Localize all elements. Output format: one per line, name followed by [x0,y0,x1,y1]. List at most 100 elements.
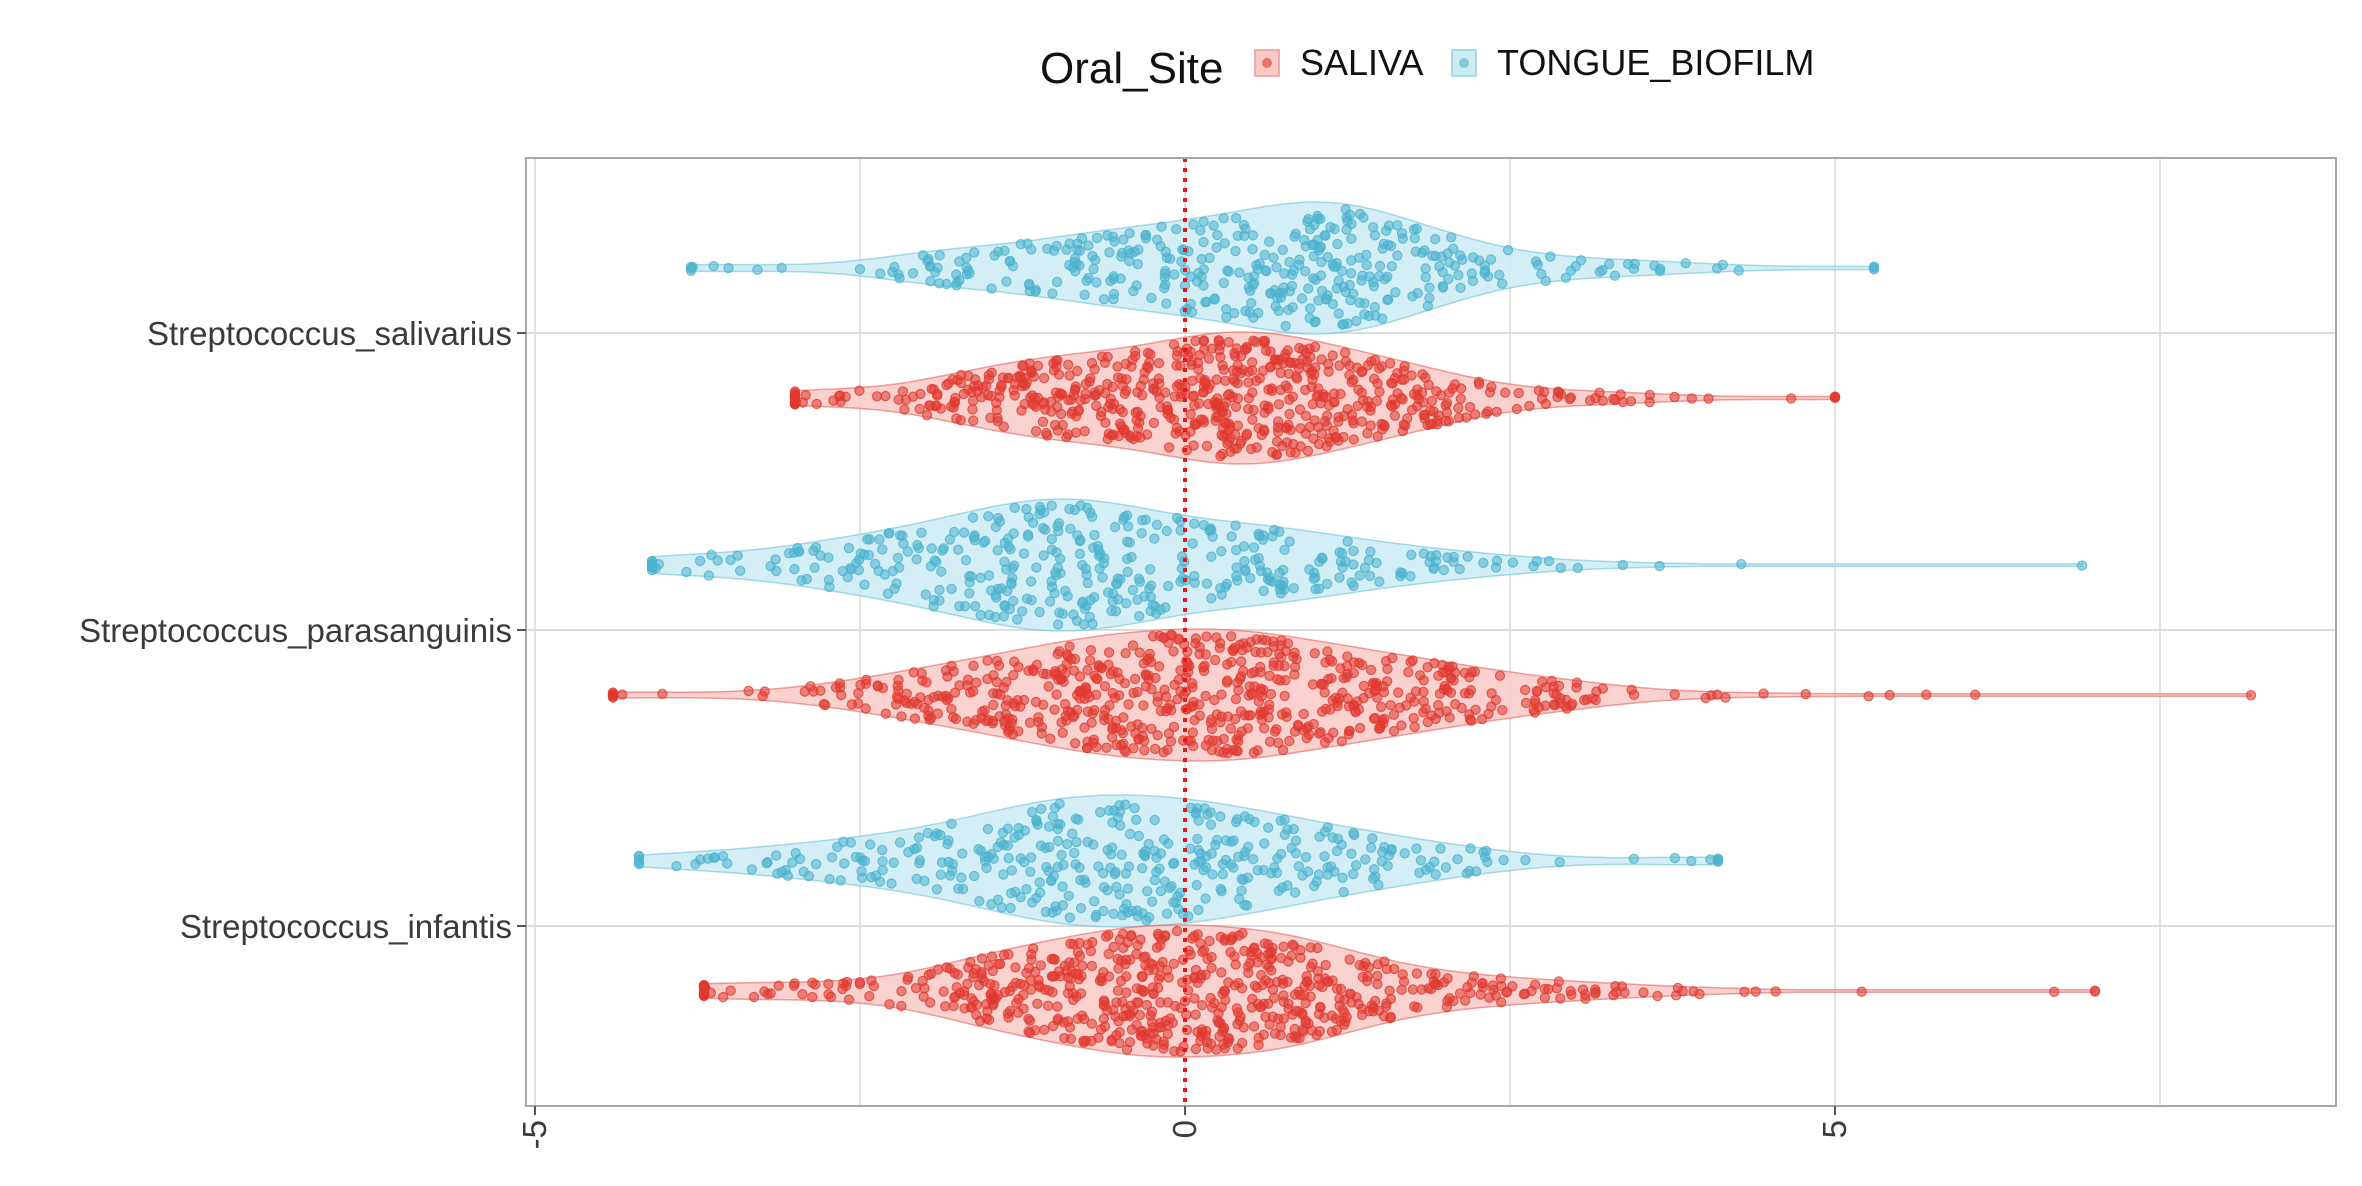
data-point [956,872,967,883]
data-point [985,989,996,1000]
data-point [1025,852,1037,863]
data-point [976,953,988,964]
data-point [1442,552,1453,563]
data-point [901,688,913,700]
data-point [1469,666,1481,678]
data-point [1145,1027,1156,1039]
data-point [962,674,974,685]
data-point [1466,977,1478,988]
data-point [1072,530,1083,541]
data-point [1123,699,1134,710]
data-point [952,969,964,980]
data-point [970,601,981,612]
data-point [1395,392,1407,404]
data-point [1360,854,1371,865]
data-point [1120,385,1132,396]
data-point [866,872,877,883]
data-point [1052,520,1063,532]
data-point [1149,845,1160,857]
data-point [1240,846,1251,858]
data-point [1368,679,1380,690]
data-point [1072,814,1084,825]
data-point [1332,833,1344,845]
data-point [1051,689,1062,700]
data-point [1206,962,1217,974]
data-point [902,546,914,557]
data-point [1206,951,1217,963]
data-point [1016,405,1027,416]
data-point [923,694,934,706]
data-point [1348,545,1359,557]
data-point [989,250,1000,261]
data-point [1169,1045,1180,1057]
data-point [991,592,1002,603]
data-point [1262,822,1274,833]
data-point [1200,893,1211,904]
data-point [1112,985,1124,996]
data-point [1325,221,1336,233]
data-point [991,676,1002,688]
data-point [1189,993,1200,1004]
data-point [1735,558,1747,570]
data-point [1245,443,1257,455]
data-point [1137,515,1148,526]
data-point [1098,1013,1110,1025]
data-point [875,268,886,279]
data-point [2089,986,2101,997]
data-point [1470,866,1482,877]
data-point [1424,557,1435,568]
data-point [1120,598,1132,609]
data-point [1135,410,1146,422]
data-point [992,545,1003,556]
data-point [1325,704,1336,715]
data-point [1117,406,1129,418]
data-point [1466,268,1478,279]
data-point [694,555,706,567]
data-point [1198,519,1210,531]
data-point [1198,414,1209,426]
data-point [1121,899,1132,910]
data-point [1189,577,1201,589]
data-point [815,550,826,561]
data-point [1217,869,1229,880]
data-point [1530,697,1541,709]
data-point [1030,426,1042,437]
data-point [1603,258,1615,270]
data-point [958,388,970,400]
data-point [1368,281,1380,292]
data-point [1486,381,1497,393]
data-point [1305,303,1316,314]
data-point [988,998,999,1009]
data-point [967,404,978,415]
data-point [1215,811,1226,822]
data-point [1610,980,1621,992]
data-point [1219,986,1231,997]
data-point [917,975,928,987]
data-point [872,681,884,692]
data-point [1487,980,1499,991]
data-point [891,578,902,589]
data-point [746,864,758,875]
data-point [1289,887,1301,898]
data-point [1430,713,1442,725]
data-point [1126,1024,1138,1035]
data-point [877,844,888,856]
data-point [1327,350,1338,361]
data-point [1068,665,1080,676]
data-point [854,385,865,396]
data-point [1093,1032,1104,1043]
data-point [1017,360,1028,371]
data-point [989,980,1000,991]
data-point [1256,1001,1267,1013]
data-point [1026,806,1038,818]
data-point [1209,654,1221,666]
data-point [1280,320,1291,332]
y-axis: Streptococcus_salivarius Streptococcus_pa… [79,315,526,945]
data-point [1001,276,1012,287]
data-point [1268,660,1279,671]
data-point [1230,693,1242,705]
data-point [1482,271,1494,282]
data-point [1038,550,1049,561]
data-point [1052,823,1064,835]
data-point [1129,802,1140,814]
